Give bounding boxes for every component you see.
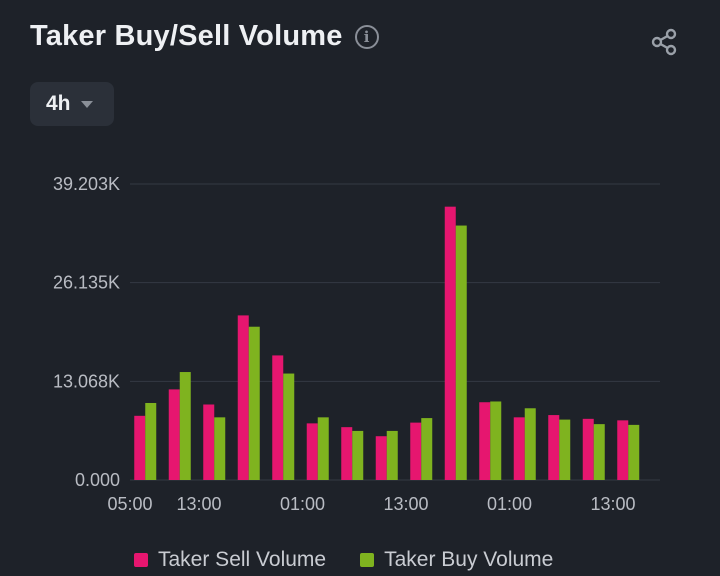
- sell-volume-bar: [513, 417, 525, 480]
- y-tick-label: 13.068K: [53, 371, 120, 391]
- buy-volume-bar: [559, 419, 571, 480]
- sell-volume-bar: [617, 420, 629, 480]
- sell-volume-bar: [272, 355, 284, 480]
- legend-swatch-sell: [134, 553, 148, 567]
- interval-dropdown[interactable]: 4h: [30, 82, 114, 126]
- sell-volume-bar: [203, 404, 215, 480]
- info-icon[interactable]: i: [354, 24, 379, 49]
- chart-header: Taker Buy/Sell Volume i: [30, 20, 379, 53]
- x-tick-label: 13:00: [176, 494, 221, 514]
- buy-volume-bar: [421, 418, 433, 480]
- buy-volume-bar: [145, 402, 157, 480]
- chart-title: Taker Buy/Sell Volume: [30, 20, 343, 52]
- buy-volume-bar: [593, 424, 605, 480]
- x-tick-label: 13:00: [383, 494, 428, 514]
- buy-volume-bar: [214, 417, 226, 480]
- legend-label-buy: Taker Buy Volume: [384, 548, 554, 571]
- buy-volume-bar: [248, 326, 260, 480]
- share-icon[interactable]: [648, 26, 680, 58]
- chart-legend: Taker Sell Volume Taker Buy Volume: [134, 548, 587, 572]
- buy-volume-bar: [524, 408, 536, 480]
- buy-volume-bar: [386, 430, 398, 480]
- buy-volume-bar: [455, 225, 467, 480]
- buy-volume-bar: [352, 430, 364, 480]
- legend-item-buy[interactable]: Taker Buy Volume: [360, 548, 553, 572]
- sell-volume-bar: [306, 423, 318, 480]
- y-tick-label: 0.000: [75, 470, 120, 490]
- buy-volume-bar: [490, 401, 502, 480]
- sell-volume-bar: [375, 436, 387, 480]
- sell-volume-bar: [168, 389, 180, 480]
- x-tick-label: 01:00: [487, 494, 532, 514]
- x-tick-label: 13:00: [590, 494, 635, 514]
- x-tick-label: 05:00: [107, 494, 152, 514]
- sell-volume-bar: [444, 206, 456, 480]
- sell-volume-bar: [582, 418, 594, 480]
- y-tick-label: 26.135K: [53, 273, 120, 293]
- sell-volume-bar: [341, 427, 353, 480]
- x-tick-label: 01:00: [280, 494, 325, 514]
- buy-volume-bar: [317, 417, 329, 480]
- chevron-down-icon: [80, 100, 93, 108]
- legend-label-sell: Taker Sell Volume: [158, 548, 327, 571]
- sell-volume-bar: [548, 415, 560, 480]
- interval-value: 4h: [46, 92, 71, 115]
- y-tick-label: 39.203K: [53, 174, 120, 194]
- sell-volume-bar: [134, 415, 146, 480]
- sell-volume-bar: [479, 402, 491, 480]
- buy-volume-bar: [628, 424, 640, 480]
- sell-volume-bar: [410, 422, 422, 480]
- buy-volume-bar: [283, 373, 295, 480]
- legend-swatch-buy: [360, 553, 375, 567]
- buy-volume-bar: [179, 372, 191, 480]
- legend-item-sell[interactable]: Taker Sell Volume: [134, 548, 326, 572]
- sell-volume-bar: [237, 315, 249, 480]
